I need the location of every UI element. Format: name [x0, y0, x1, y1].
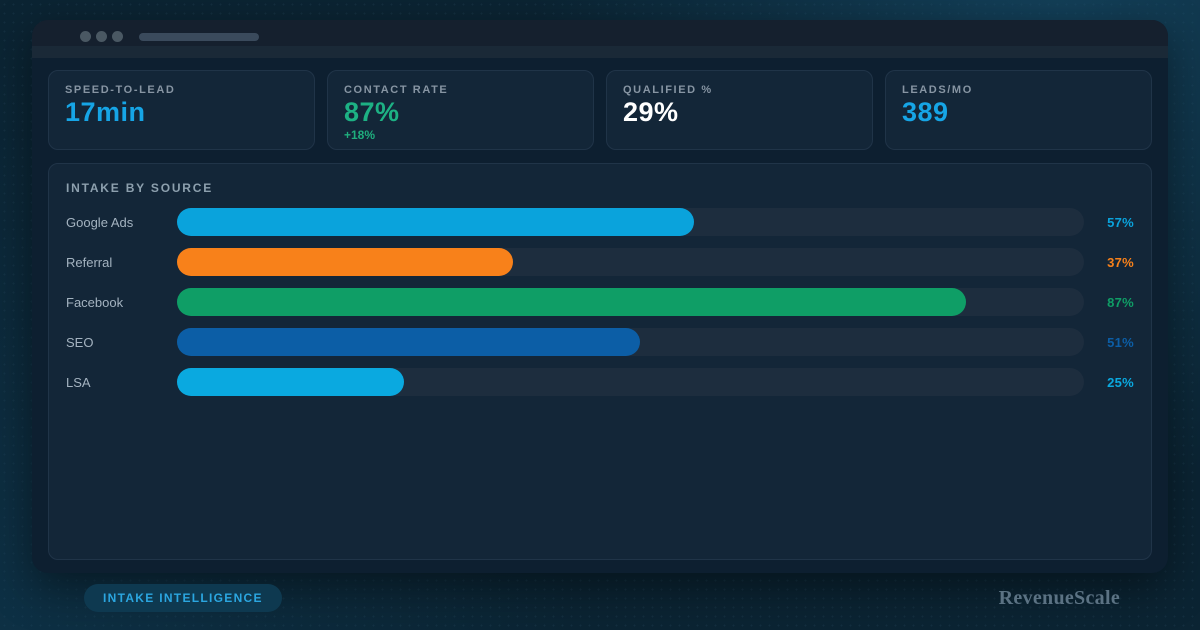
browser-window: SPEED-TO-LEAD 17min CONTACT RATE 87% +18…: [32, 20, 1168, 573]
kpi-label: LEADS/MO: [902, 84, 973, 96]
window-close-button[interactable]: [80, 31, 91, 42]
toolbar-strip: [32, 46, 1168, 58]
bar-label: Facebook: [66, 294, 124, 310]
window-controls: [80, 31, 123, 42]
bar-track: [177, 368, 1084, 396]
kpi-card-qualified-pct: QUALIFIED % 29%: [606, 70, 873, 150]
bar-fill: [177, 248, 513, 276]
bar-fill: [177, 368, 404, 396]
titlebar: [32, 20, 1168, 46]
bar-track: [177, 248, 1084, 276]
chart-title: INTAKE BY SOURCE: [66, 181, 214, 195]
bar-track: [177, 288, 1084, 316]
bar-value: 37%: [1107, 254, 1134, 270]
kpi-value: 17min: [65, 97, 146, 127]
bar-fill: [177, 208, 694, 236]
bar-track: [177, 328, 1084, 356]
footer: INTAKE INTELLIGENCE RevenueScale: [0, 584, 1200, 612]
bar-row-referral: Referral 37%: [66, 248, 1134, 276]
brand-wordmark: RevenueScale: [998, 586, 1120, 609]
bar-value: 51%: [1107, 334, 1134, 350]
window-maximize-button[interactable]: [112, 31, 123, 42]
url-bar-placeholder: [139, 33, 259, 41]
bar-fill: [177, 288, 967, 316]
kpi-label: SPEED-TO-LEAD: [65, 84, 176, 96]
bar-chart: Google Ads 57% Referral 37% Facebook 87%…: [66, 208, 1134, 396]
bar-row-facebook: Facebook 87%: [66, 288, 1134, 316]
bar-label: Referral: [66, 254, 113, 270]
bar-track: [177, 208, 1084, 236]
bar-label: SEO: [66, 334, 94, 350]
kpi-label: CONTACT RATE: [344, 84, 449, 96]
kpi-card-contact-rate: CONTACT RATE 87% +18%: [327, 70, 594, 150]
bar-value: 57%: [1107, 214, 1134, 230]
intake-intelligence-badge: INTAKE INTELLIGENCE: [84, 584, 282, 612]
kpi-row: SPEED-TO-LEAD 17min CONTACT RATE 87% +18…: [48, 70, 1152, 150]
kpi-value: 29%: [623, 97, 679, 127]
bar-row-seo: SEO 51%: [66, 328, 1134, 356]
bar-fill: [177, 328, 640, 356]
kpi-value: 87%: [344, 97, 400, 127]
bar-row-lsa: LSA 25%: [66, 368, 1134, 396]
window-minimize-button[interactable]: [96, 31, 107, 42]
dashboard-content: SPEED-TO-LEAD 17min CONTACT RATE 87% +18…: [32, 58, 1168, 560]
kpi-card-leads-per-month: LEADS/MO 389: [885, 70, 1152, 150]
kpi-card-speed-to-lead: SPEED-TO-LEAD 17min: [48, 70, 315, 150]
bar-value: 25%: [1107, 374, 1134, 390]
bar-label: Google Ads: [66, 214, 134, 230]
bar-row-google-ads: Google Ads 57%: [66, 208, 1134, 236]
kpi-value: 389: [902, 97, 949, 127]
kpi-label: QUALIFIED %: [623, 84, 713, 96]
intake-by-source-chart: INTAKE BY SOURCE Google Ads 57% Referral…: [48, 163, 1152, 560]
bar-label: LSA: [66, 374, 91, 390]
bar-value: 87%: [1107, 294, 1134, 310]
kpi-delta: +18%: [344, 128, 376, 143]
